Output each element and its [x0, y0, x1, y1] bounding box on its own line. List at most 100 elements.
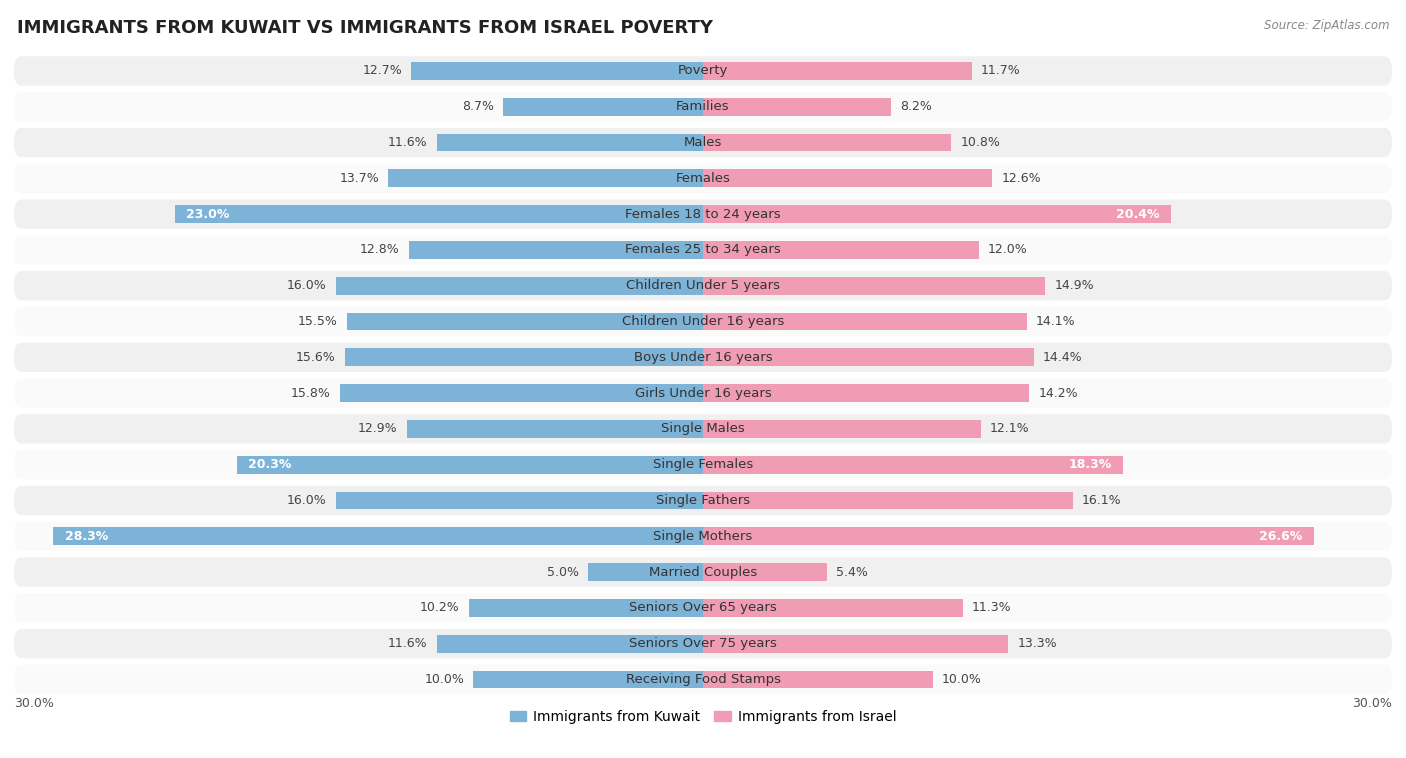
Bar — [703, 312, 1026, 330]
Text: 13.7%: 13.7% — [339, 172, 380, 185]
Text: Families: Families — [676, 100, 730, 113]
Text: Single Males: Single Males — [661, 422, 745, 435]
Legend: Immigrants from Kuwait, Immigrants from Israel: Immigrants from Kuwait, Immigrants from … — [503, 704, 903, 729]
Text: 13.3%: 13.3% — [1018, 637, 1057, 650]
Text: Married Couples: Married Couples — [650, 565, 756, 578]
FancyBboxPatch shape — [14, 56, 1392, 86]
Bar — [347, 312, 703, 330]
Bar — [703, 277, 1045, 295]
Text: 15.8%: 15.8% — [291, 387, 330, 399]
FancyBboxPatch shape — [14, 92, 1392, 121]
Bar — [703, 241, 979, 259]
Text: 12.9%: 12.9% — [359, 422, 398, 435]
FancyBboxPatch shape — [14, 199, 1392, 229]
Bar — [703, 205, 1171, 223]
Bar — [703, 133, 950, 152]
Text: Seniors Over 75 years: Seniors Over 75 years — [628, 637, 778, 650]
FancyBboxPatch shape — [14, 271, 1392, 300]
Text: 18.3%: 18.3% — [1069, 458, 1112, 471]
FancyBboxPatch shape — [14, 665, 1392, 694]
Bar — [468, 599, 703, 617]
Text: 11.6%: 11.6% — [388, 136, 427, 149]
Bar — [236, 456, 703, 474]
Text: 12.6%: 12.6% — [1001, 172, 1042, 185]
FancyBboxPatch shape — [14, 235, 1392, 265]
Bar — [409, 241, 703, 259]
Text: Children Under 16 years: Children Under 16 years — [621, 315, 785, 328]
Text: Single Females: Single Females — [652, 458, 754, 471]
Text: 8.2%: 8.2% — [900, 100, 932, 113]
Bar — [588, 563, 703, 581]
Bar — [503, 98, 703, 116]
Text: Children Under 5 years: Children Under 5 years — [626, 279, 780, 293]
Bar — [703, 420, 981, 438]
Text: 12.8%: 12.8% — [360, 243, 399, 256]
Bar — [388, 169, 703, 187]
Bar — [703, 384, 1029, 402]
Text: 30.0%: 30.0% — [14, 697, 53, 710]
Text: 5.4%: 5.4% — [837, 565, 868, 578]
Text: Poverty: Poverty — [678, 64, 728, 77]
Bar — [703, 456, 1123, 474]
Bar — [336, 277, 703, 295]
Text: 10.0%: 10.0% — [942, 673, 981, 686]
Text: Girls Under 16 years: Girls Under 16 years — [634, 387, 772, 399]
Bar — [703, 62, 972, 80]
Bar — [437, 634, 703, 653]
Text: 23.0%: 23.0% — [186, 208, 229, 221]
Bar — [340, 384, 703, 402]
Text: 10.2%: 10.2% — [420, 601, 460, 615]
Bar — [437, 133, 703, 152]
Bar — [703, 528, 1313, 545]
Text: 20.4%: 20.4% — [1116, 208, 1160, 221]
Text: Receiving Food Stamps: Receiving Food Stamps — [626, 673, 780, 686]
FancyBboxPatch shape — [14, 557, 1392, 587]
Text: 11.6%: 11.6% — [388, 637, 427, 650]
Text: 15.6%: 15.6% — [295, 351, 336, 364]
Bar — [703, 98, 891, 116]
FancyBboxPatch shape — [14, 378, 1392, 408]
FancyBboxPatch shape — [14, 450, 1392, 479]
Text: 10.0%: 10.0% — [425, 673, 464, 686]
Text: 12.0%: 12.0% — [988, 243, 1028, 256]
Text: 16.0%: 16.0% — [287, 279, 326, 293]
Text: 12.7%: 12.7% — [363, 64, 402, 77]
Text: 26.6%: 26.6% — [1260, 530, 1302, 543]
Text: Females 25 to 34 years: Females 25 to 34 years — [626, 243, 780, 256]
Bar — [406, 420, 703, 438]
Text: 10.8%: 10.8% — [960, 136, 1000, 149]
Text: 14.1%: 14.1% — [1036, 315, 1076, 328]
FancyBboxPatch shape — [14, 629, 1392, 659]
Text: 14.4%: 14.4% — [1043, 351, 1083, 364]
Bar — [703, 671, 932, 688]
Bar — [703, 599, 963, 617]
Text: Single Fathers: Single Fathers — [657, 494, 749, 507]
FancyBboxPatch shape — [14, 414, 1392, 443]
Bar — [336, 491, 703, 509]
Text: 11.3%: 11.3% — [972, 601, 1011, 615]
Bar — [703, 563, 827, 581]
Text: 16.0%: 16.0% — [287, 494, 326, 507]
FancyBboxPatch shape — [14, 594, 1392, 622]
Bar — [412, 62, 703, 80]
Bar — [174, 205, 703, 223]
Text: 8.7%: 8.7% — [463, 100, 494, 113]
Bar — [703, 349, 1033, 366]
FancyBboxPatch shape — [14, 307, 1392, 337]
Text: 14.9%: 14.9% — [1054, 279, 1094, 293]
Text: 14.2%: 14.2% — [1038, 387, 1078, 399]
Bar — [53, 528, 703, 545]
Text: Females 18 to 24 years: Females 18 to 24 years — [626, 208, 780, 221]
FancyBboxPatch shape — [14, 164, 1392, 193]
FancyBboxPatch shape — [14, 486, 1392, 515]
Bar — [474, 671, 703, 688]
Text: 11.7%: 11.7% — [981, 64, 1021, 77]
FancyBboxPatch shape — [14, 522, 1392, 551]
FancyBboxPatch shape — [14, 128, 1392, 157]
Text: 28.3%: 28.3% — [65, 530, 108, 543]
Bar — [703, 634, 1008, 653]
Text: 20.3%: 20.3% — [249, 458, 291, 471]
Bar — [703, 491, 1073, 509]
Bar — [703, 169, 993, 187]
Text: Females: Females — [675, 172, 731, 185]
